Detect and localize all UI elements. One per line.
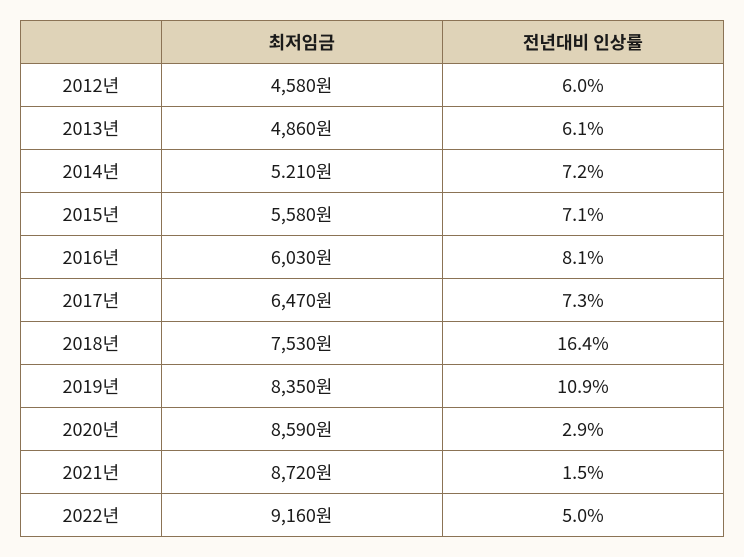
table-row: 2014년 5.210원 7.2% bbox=[21, 150, 724, 193]
cell-year: 2018년 bbox=[21, 322, 162, 365]
table-row: 2019년 8,350원 10.9% bbox=[21, 365, 724, 408]
cell-year: 2017년 bbox=[21, 279, 162, 322]
table-row: 2012년 4,580원 6.0% bbox=[21, 64, 724, 107]
cell-year: 2016년 bbox=[21, 236, 162, 279]
cell-wage: 8,350원 bbox=[161, 365, 442, 408]
cell-wage: 4,580원 bbox=[161, 64, 442, 107]
table-header-row: 최저임금 전년대비 인상률 bbox=[21, 21, 724, 64]
table-row: 2013년 4,860원 6.1% bbox=[21, 107, 724, 150]
cell-year: 2012년 bbox=[21, 64, 162, 107]
cell-rate: 7.1% bbox=[442, 193, 723, 236]
cell-year: 2015년 bbox=[21, 193, 162, 236]
table-header-wage: 최저임금 bbox=[161, 21, 442, 64]
cell-rate: 2.9% bbox=[442, 408, 723, 451]
cell-year: 2019년 bbox=[21, 365, 162, 408]
cell-year: 2021년 bbox=[21, 451, 162, 494]
cell-wage: 8,720원 bbox=[161, 451, 442, 494]
cell-wage: 5.210원 bbox=[161, 150, 442, 193]
cell-wage: 4,860원 bbox=[161, 107, 442, 150]
table-row: 2020년 8,590원 2.9% bbox=[21, 408, 724, 451]
cell-wage: 9,160원 bbox=[161, 494, 442, 537]
table-row: 2015년 5,580원 7.1% bbox=[21, 193, 724, 236]
cell-rate: 16.4% bbox=[442, 322, 723, 365]
cell-year: 2022년 bbox=[21, 494, 162, 537]
cell-rate: 6.1% bbox=[442, 107, 723, 150]
cell-year: 2020년 bbox=[21, 408, 162, 451]
table-row: 2022년 9,160원 5.0% bbox=[21, 494, 724, 537]
cell-rate: 5.0% bbox=[442, 494, 723, 537]
cell-rate: 6.0% bbox=[442, 64, 723, 107]
cell-year: 2014년 bbox=[21, 150, 162, 193]
table-body: 2012년 4,580원 6.0% 2013년 4,860원 6.1% 2014… bbox=[21, 64, 724, 537]
cell-year: 2013년 bbox=[21, 107, 162, 150]
cell-rate: 8.1% bbox=[442, 236, 723, 279]
minimum-wage-table: 최저임금 전년대비 인상률 2012년 4,580원 6.0% 2013년 4,… bbox=[20, 20, 724, 537]
table-row: 2018년 7,530원 16.4% bbox=[21, 322, 724, 365]
table-header-empty bbox=[21, 21, 162, 64]
table-row: 2017년 6,470원 7.3% bbox=[21, 279, 724, 322]
cell-rate: 7.3% bbox=[442, 279, 723, 322]
cell-wage: 8,590원 bbox=[161, 408, 442, 451]
table-row: 2016년 6,030원 8.1% bbox=[21, 236, 724, 279]
cell-rate: 7.2% bbox=[442, 150, 723, 193]
cell-rate: 1.5% bbox=[442, 451, 723, 494]
cell-wage: 6,030원 bbox=[161, 236, 442, 279]
cell-rate: 10.9% bbox=[442, 365, 723, 408]
cell-wage: 6,470원 bbox=[161, 279, 442, 322]
cell-wage: 7,530원 bbox=[161, 322, 442, 365]
table-row: 2021년 8,720원 1.5% bbox=[21, 451, 724, 494]
cell-wage: 5,580원 bbox=[161, 193, 442, 236]
table-header-rate: 전년대비 인상률 bbox=[442, 21, 723, 64]
